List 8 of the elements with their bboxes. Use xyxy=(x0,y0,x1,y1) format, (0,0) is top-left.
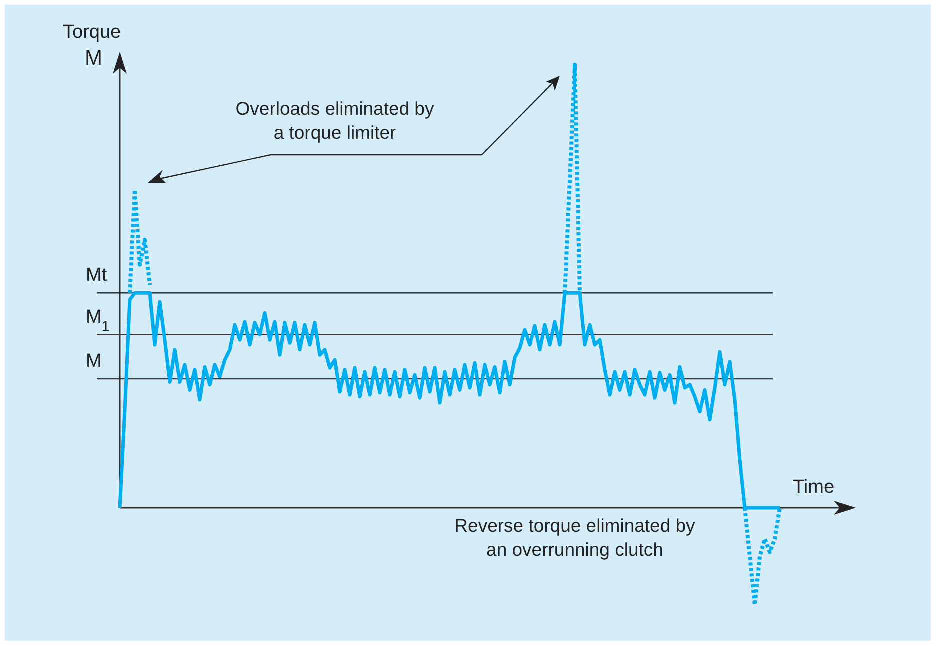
y-axis-title: Torque xyxy=(63,22,122,43)
annotation: Reverse torque eliminated by an overrunning clutch xyxy=(454,515,696,560)
text: M xyxy=(85,47,102,70)
ref-line-label: M xyxy=(86,351,102,372)
annotation: Overloads eliminated by a torque limiter xyxy=(236,98,435,143)
ref-line-label: Mt xyxy=(86,265,108,286)
ref-line-label: M$_{1}$ xyxy=(86,306,110,335)
x-axis-title: Time xyxy=(793,477,835,498)
